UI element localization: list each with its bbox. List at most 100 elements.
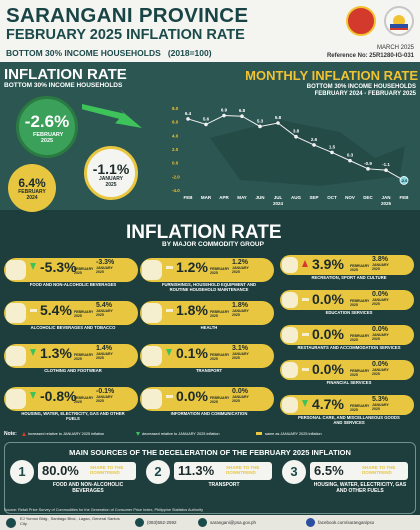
location-icon (6, 518, 16, 528)
commodity-previous-value: 1.2% (232, 259, 248, 266)
commodity-previous-label: JANUARY 2025 (372, 403, 389, 411)
source-share-label: SHARE TO THE DOWNTREND (362, 465, 396, 475)
base-year: (2018=100) (167, 48, 212, 58)
commodity-current-label: FEBRUARY 2025 (210, 353, 230, 361)
page-subtitle: FEBRUARY 2025 INFLATION RATE (6, 27, 245, 43)
legend-down: decreased relative to JANUARY 2025 infla… (142, 432, 220, 436)
commodity-name: TRANSPORT (195, 368, 223, 373)
commodity-card: 1.8% 1.8% JANUARY 2025 FEBRUARY 2025 HEALTH (140, 301, 276, 331)
commodity-previous-label: JANUARY 2025 (232, 309, 249, 317)
headline-title-text: INFLATION RATE (4, 66, 127, 83)
commodity-name: HEALTH (200, 325, 218, 330)
commodity-name: EDUCATION SERVICES (325, 310, 373, 315)
chart-title: MONTHLY INFLATION RATE (245, 68, 418, 83)
commodity-card: 0.0% 0.0% JANUARY 2025 FEBRUARY 2025 INFORMA… (140, 387, 276, 417)
sun-icon (390, 15, 408, 30)
bagong-pilipinas-logo (384, 6, 414, 36)
data-label: 1.5 (329, 144, 336, 149)
commodity-name: FURNISHINGS, HOUSEHOLD EQUIPMENT AND ROU… (161, 282, 257, 292)
commodity-card: -0.8% -0.1% JANUARY 2025 FEBRUARY 2025 HOUSI… (4, 387, 140, 420)
current-inflation-bubble: -2.6% FEBRUARY 2025 (16, 96, 78, 158)
data-label: 0.3 (347, 153, 354, 158)
footer-phone: (083)552-2592 (147, 520, 177, 525)
commodity-current-label: FEBRUARY 2025 (350, 264, 370, 272)
ball-icon (282, 257, 298, 273)
book-icon (282, 292, 298, 308)
source-value: 6.5% (314, 463, 344, 478)
current-inflation-label: FEBRUARY 2025 (33, 132, 64, 144)
decrease-arrow-icon (166, 349, 172, 356)
data-point (186, 117, 190, 121)
chart-period: FEBRUARY 2024 - FEBRUARY 2025 (314, 91, 416, 97)
commodity-value: 0.1% (176, 345, 208, 361)
sarangani-map-silhouette (210, 120, 405, 186)
data-point (240, 114, 244, 118)
source-share-label: SHARE TO THE DOWNTREND (226, 465, 260, 475)
data-point (222, 113, 226, 118)
commodity-previous-value: -0.1% (96, 388, 115, 395)
legend-note: Note: (4, 431, 17, 437)
x-tick-label: JAN (381, 195, 390, 200)
year-ago-inflation-label: FEBRUARY 2024 (18, 189, 46, 201)
previous-inflation-bubble: -1.1% JANUARY 2025 (84, 146, 138, 200)
commodity-previous-value: 1.4% (96, 345, 112, 352)
y-tick-label: 4.0 (172, 133, 179, 138)
commodity-card: 0.0% 0.0% JANUARY 2025 FEBRUARY 2025 RESTAUR… (280, 325, 416, 355)
footer-facebook[interactable]: facebook.com/saranganipso (318, 520, 375, 525)
medkit-icon (142, 303, 162, 323)
commodity-subtitle: BY MAJOR COMMODITY GROUP (162, 241, 264, 248)
commodity-previous-value: 0.0% (372, 326, 388, 333)
data-label: -0.9 (364, 161, 372, 166)
x-tick-label: NOV (345, 195, 355, 200)
y-tick-label: -2.0 (172, 174, 180, 179)
data-point (366, 167, 370, 171)
commodity-current-label: FEBRUARY 2025 (350, 299, 370, 307)
data-point (399, 176, 409, 185)
commodity-previous-value: -3.3% (96, 259, 115, 266)
commodity-previous-label: JANUARY 2025 (372, 298, 389, 306)
food-basket-icon (6, 260, 26, 280)
commodity-value: 1.2% (176, 259, 208, 275)
footer-bar: EJ Yumon Bldg., Santiago Blvd., Lagao, G… (0, 515, 420, 530)
monthly-inflation-chart: 8.0 6.0 4.0 2.0 0.0 -2.0 -4.0 6.4 5.6 6.9 6.8 5.3 5.… (172, 106, 409, 206)
y-tick-label: 2.0 (172, 147, 179, 152)
commodity-card: 5.4% 5.4% JANUARY 2025 FEBRUARY 2025 ALCOHOL… (4, 301, 140, 331)
data-label: 2.6 (311, 137, 318, 142)
commodity-name: RESTAURANTS AND ACCOMMODATION SERVICES (297, 345, 401, 350)
commodity-value: -5.3% (40, 259, 77, 275)
data-point (312, 143, 316, 147)
commodity-name: CLOTHING AND FOOTWEAR (44, 368, 102, 373)
commodity-previous-label: JANUARY 2025 (96, 395, 113, 403)
commodity-title: INFLATION RATE (126, 222, 282, 243)
unchanged-marker (166, 395, 173, 398)
data-label: 5.8 (275, 115, 282, 120)
commodity-previous-value: 1.8% (232, 302, 248, 309)
unchanged-marker (302, 298, 309, 301)
increase-arrow-icon (302, 260, 308, 267)
commodity-value: 0.0% (312, 326, 344, 342)
source-item: 1 80.0% SHARE TO THE DOWNTREND FOOD AND NON… (10, 458, 140, 508)
commodity-card: 3.9% 3.8% JANUARY 2025 FEBRUARY 2025 RECREAT… (280, 255, 416, 285)
commodity-current-label: FEBRUARY 2025 (350, 369, 370, 377)
sofa-icon (142, 260, 162, 280)
decrease-arrow-icon (30, 392, 36, 399)
commodity-previous-value: 5.3% (372, 396, 388, 403)
commodity-previous-label: JANUARY 2025 (96, 266, 113, 274)
decrease-arrow-icon (302, 400, 308, 407)
commodity-value: 0.0% (176, 388, 208, 404)
year-ago-inflation-value: 6.4% (18, 176, 46, 190)
commodity-name: FINANCIAL SERVICES (326, 380, 372, 385)
commodity-card: 0.0% 0.0% JANUARY 2025 FEBRUARY 2025 EDUCATI… (280, 290, 416, 320)
commodity-card: 0.1% 3.1% JANUARY 2025 FEBRUARY 2025 TRANSPO… (140, 344, 276, 374)
commodity-name: RECREATION, SPORT AND CULTURE (311, 275, 387, 280)
year-label: 2025 (381, 201, 392, 206)
data-label: -1.1 (382, 162, 390, 167)
subtitle-households: BOTTOM 30% INCOME HOUSEHOLDS (6, 48, 161, 58)
commodity-previous-value: 0.0% (372, 291, 388, 298)
commodity-card: 1.2% 1.2% JANUARY 2025 FEBRUARY 2025 FURNISH… (140, 258, 276, 291)
commodity-previous-label: JANUARY 2025 (96, 309, 113, 317)
source-share-label: SHARE TO THE DOWNTREND (90, 465, 124, 475)
x-tick-label: FEB (184, 195, 194, 200)
sources-panel: MAIN SOURCES OF THE DECELERATION OF THE … (4, 442, 416, 514)
x-tick-label: SEP (309, 195, 318, 200)
